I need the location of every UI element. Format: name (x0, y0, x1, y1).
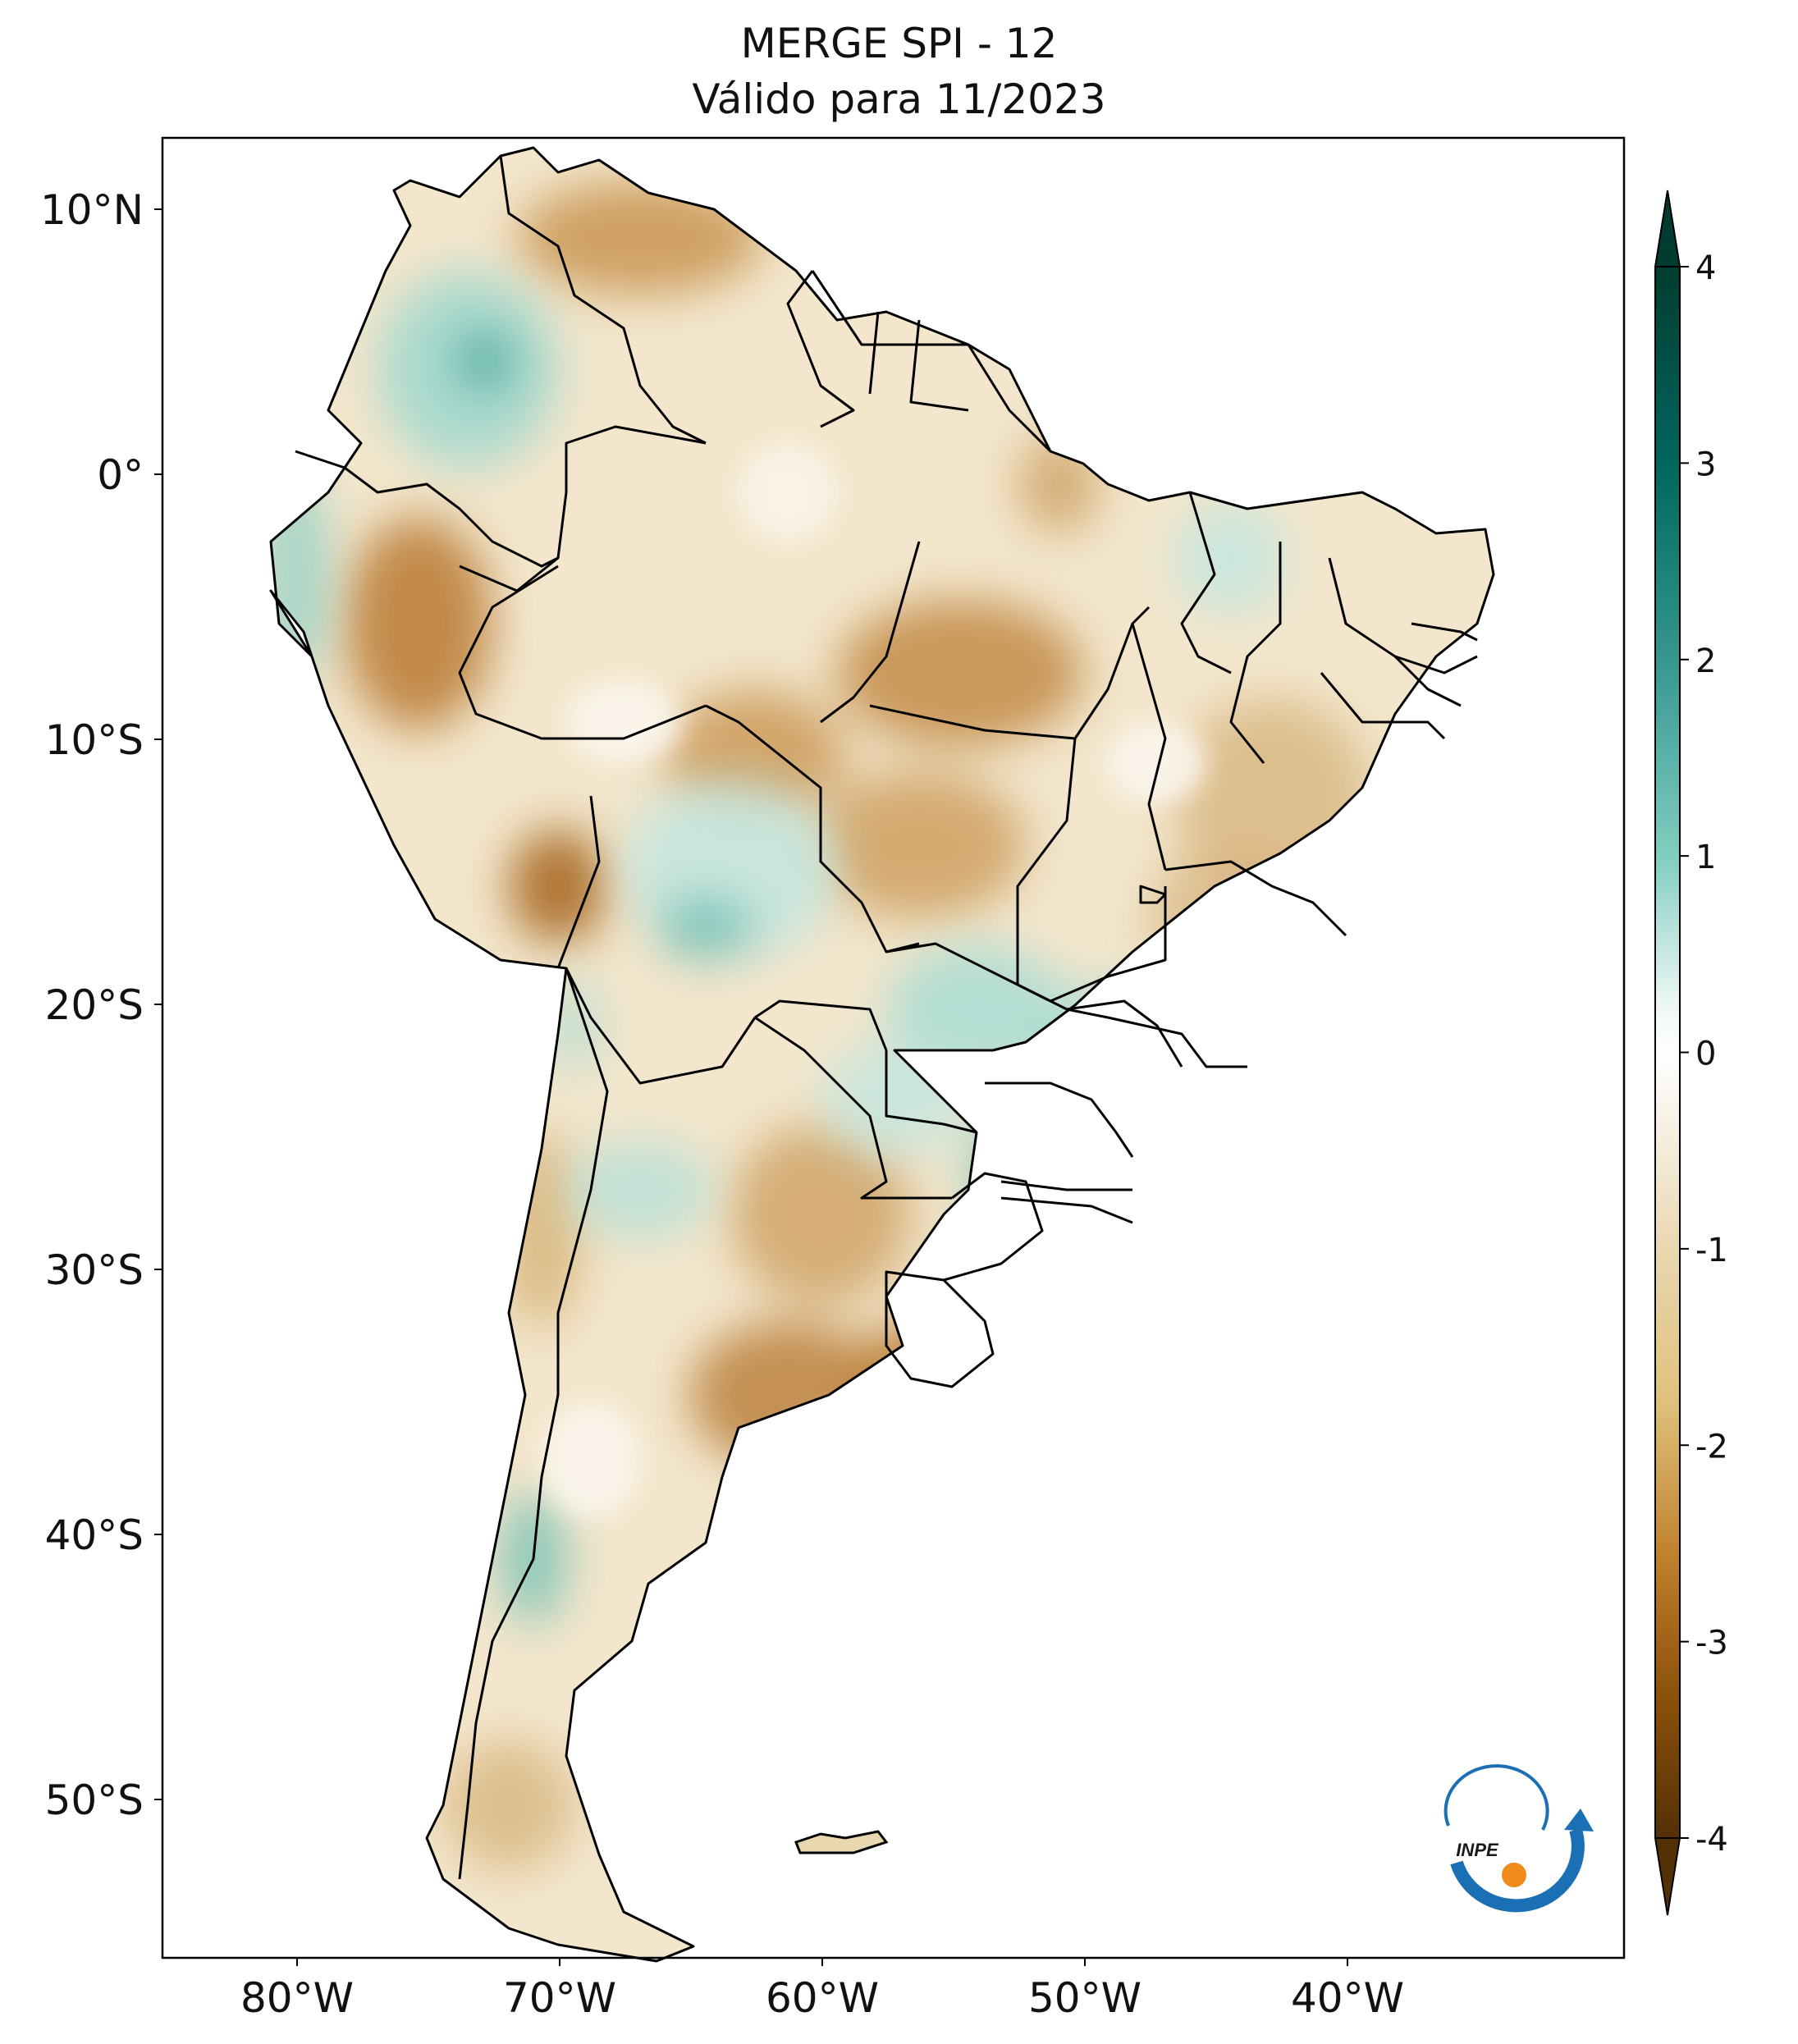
border-guianas (811, 270, 1052, 453)
lat-tick-label: 50°S (45, 1776, 144, 1824)
lat-tick-label: 0° (97, 451, 144, 499)
state-amazonas-para (820, 541, 921, 724)
state-tocantins-bahia (1131, 623, 1167, 871)
colorbar-tick-label: 0 (1695, 1036, 1716, 1073)
state-para-mato-grosso (869, 704, 1076, 740)
border-paraguay-argentina (754, 1016, 952, 1200)
lat-tick-label: 10°S (45, 716, 144, 764)
lon-tick-label: 40°W (1291, 1974, 1404, 2022)
border-bolivia-paraguay (754, 999, 888, 1051)
colorbar-extend-bottom (1654, 1837, 1681, 1916)
colorbar-tick-label: 2 (1695, 642, 1716, 680)
border-brazil-bolivia (705, 704, 920, 953)
map-title: MERGE SPI - 12 (740, 20, 1058, 67)
border-colombia-venezuela (499, 155, 707, 445)
border-peru-bolivia (556, 795, 601, 969)
border-chile-argentina (458, 967, 609, 1880)
state-para-tocantins (1073, 606, 1151, 739)
inpe-logo: INPE (1443, 1764, 1594, 1913)
lon-tick-label: 70°W (503, 1974, 616, 2022)
state-sc (1000, 1180, 1132, 1191)
coastline (269, 146, 1495, 1963)
state-mg-bahia (1164, 860, 1347, 937)
lat-tick-label: 20°S (45, 981, 144, 1029)
longitude-axis: 80°W 70°W 60°W 50°W 40°W (240, 1958, 1404, 2022)
border-uruguay (885, 1270, 995, 1388)
colorbar-tick-label: 4 (1695, 249, 1716, 287)
border-ecuador-peru (295, 450, 559, 568)
state-sp-mg (1066, 1008, 1247, 1068)
logo-text: INPE (1456, 1840, 1499, 1860)
state-ne-b (1229, 542, 1282, 764)
state-ms-mt (885, 942, 1051, 1003)
state-ms-interior (1139, 885, 1167, 904)
state-ms-sp (1050, 999, 1183, 1068)
colorbar-tick-label: -4 (1695, 1821, 1728, 1859)
colorbar-tick-label: 3 (1695, 446, 1716, 483)
border-paraguay-brazil (885, 1050, 977, 1134)
country-borders (269, 146, 1495, 1963)
colorbar-bar (1654, 266, 1681, 1839)
map-subtitle: Válido para 11/2023 (692, 75, 1106, 123)
lon-tick-label: 80°W (240, 1974, 354, 2022)
state-ne-d (1393, 622, 1478, 707)
lon-tick-label: 60°W (766, 1974, 879, 2022)
border-brazil-argentina (943, 1172, 1044, 1282)
state-ne-a (1180, 492, 1232, 674)
lat-tick-label: 10°N (40, 186, 144, 234)
lat-tick-label: 30°S (45, 1246, 144, 1294)
border-peru-brazil (458, 565, 707, 740)
colorbar-tick-label: -2 (1695, 1428, 1728, 1466)
state-pr (985, 1081, 1134, 1158)
border-venezuela-guyana (786, 270, 855, 428)
colorbar-extend-top (1654, 190, 1681, 268)
lon-tick-label: 50°W (1028, 1974, 1141, 2022)
state-rs (1000, 1196, 1133, 1224)
lat-tick-label: 40°S (45, 1511, 144, 1559)
colorbar-tick-label: -1 (1695, 1232, 1728, 1269)
state-ne-e (1320, 672, 1446, 740)
colorbar: 4 3 2 1 0 -1 -2 -3 -4 (1654, 190, 1728, 1916)
border-bolivia-chile-argentina (565, 967, 757, 1085)
map-frame (161, 136, 1626, 1959)
colorbar-tick-label: 1 (1695, 839, 1716, 876)
latitude-axis: 10°N 0° 10°S 20°S 30°S 40°S 50°S (40, 186, 162, 1824)
colorbar-tick-label: -3 (1695, 1625, 1728, 1662)
